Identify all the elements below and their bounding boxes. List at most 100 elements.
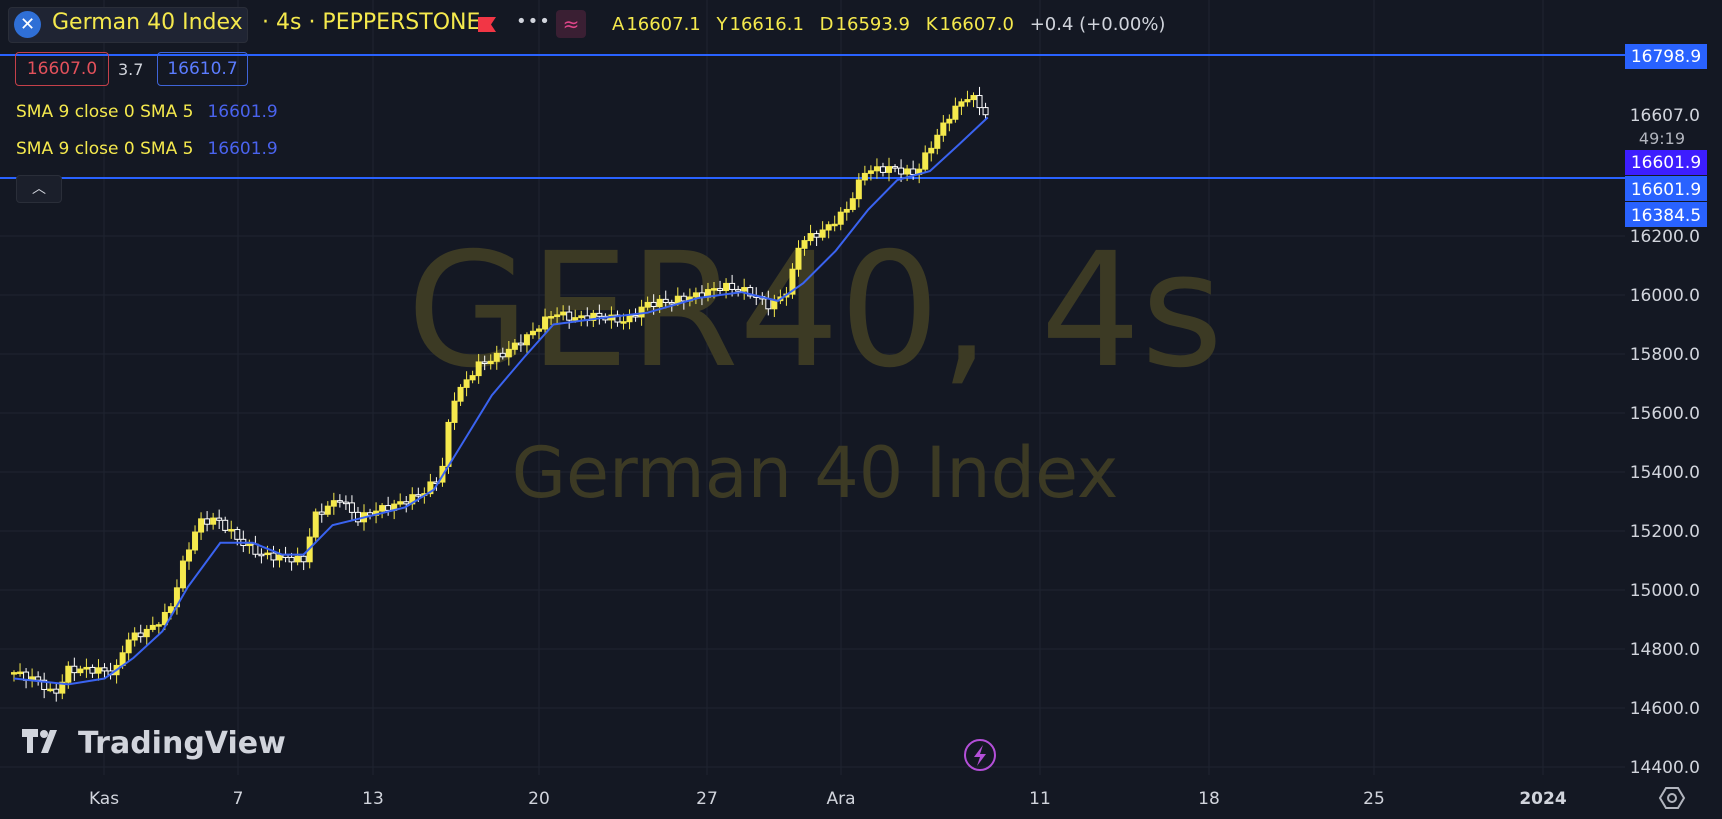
candle-body — [626, 314, 633, 323]
svg-text:16601.9: 16601.9 — [1631, 180, 1701, 200]
candle-body — [445, 421, 452, 467]
y-tick-label: 15600.0 — [1630, 404, 1700, 424]
candle-body — [379, 505, 386, 512]
candle-body — [475, 361, 482, 377]
candle-body — [143, 628, 150, 638]
candle-body — [662, 298, 669, 303]
wave-icon[interactable]: ≈ — [556, 10, 586, 38]
candle-body — [300, 555, 307, 563]
candle-body — [167, 606, 174, 613]
buy-button[interactable]: 16610.7 — [157, 52, 248, 86]
y-tick-label: 14400.0 — [1630, 758, 1700, 778]
candle-body — [904, 168, 911, 175]
candle-body — [186, 549, 193, 562]
candle-body — [837, 211, 844, 225]
time-axis[interactable]: Kas 7 13 20 27 Ara 11 18 25 2024 — [89, 789, 1567, 809]
candle-body — [204, 518, 211, 525]
spread-value: 3.7 — [118, 60, 144, 79]
candle-body — [819, 229, 826, 238]
candle-body — [354, 511, 361, 523]
candle-body — [336, 500, 343, 503]
candle-body — [77, 668, 84, 674]
tradingview-logo-icon — [22, 729, 38, 753]
lightning-icon[interactable] — [964, 739, 996, 771]
candle-body — [101, 667, 108, 672]
candle-body — [813, 233, 820, 238]
candle-body — [898, 167, 905, 175]
candle-body — [590, 312, 597, 321]
candle-body — [17, 671, 24, 675]
candle-body — [536, 328, 543, 332]
candle-body — [982, 107, 989, 116]
candle-body — [216, 517, 223, 521]
ohlc-change: +0.4 (+0.00%) — [1029, 14, 1166, 35]
candle-body — [825, 224, 832, 231]
candle-body — [566, 311, 573, 321]
candle-body — [680, 295, 687, 302]
ohlc-low: 16593.9 — [835, 14, 910, 35]
candle-body — [632, 314, 639, 318]
candle-body — [505, 348, 512, 358]
y-tick-label: 15200.0 — [1630, 522, 1700, 542]
candle-body — [554, 314, 561, 318]
candle-body — [843, 208, 850, 213]
x-tick-label: 27 — [696, 789, 718, 809]
ohlc-key-low: D — [819, 14, 834, 35]
candle-body — [198, 518, 205, 533]
candle-body — [11, 672, 17, 675]
candle-body — [529, 330, 536, 336]
candle-body — [873, 166, 880, 172]
svg-text:TradingView: TradingView — [78, 726, 286, 761]
candle-body — [342, 501, 349, 505]
candle-body — [729, 282, 736, 290]
x-tick-label: Kas — [89, 789, 119, 809]
candle-body — [385, 505, 392, 511]
indicator-legend-2[interactable]: SMA 9 close 0 SMA 5 16601.9 — [16, 139, 278, 159]
candle-body — [548, 316, 555, 319]
candle-body — [867, 170, 874, 174]
symbol-interval-exchange[interactable]: · 4s · PEPPERSTONE — [262, 10, 481, 35]
tradingview-logo[interactable]: TradingView — [22, 726, 286, 761]
candle-body — [264, 552, 271, 556]
candle-body — [397, 501, 404, 505]
more-icon[interactable]: ••• — [516, 11, 551, 32]
candle-body — [511, 342, 518, 350]
candle-body — [964, 99, 971, 103]
x-tick-label: 25 — [1363, 789, 1385, 809]
candle-body — [415, 494, 422, 497]
candle-body — [65, 665, 72, 683]
candle-body — [348, 502, 355, 513]
y-tick-label: 15400.0 — [1630, 463, 1700, 483]
y-tick-label: 15800.0 — [1630, 345, 1700, 365]
indicator-value: 16601.9 — [207, 102, 278, 122]
candle-body — [330, 500, 337, 507]
symbol-pill[interactable] — [8, 7, 248, 43]
indicator-legend-1[interactable]: SMA 9 close 0 SMA 5 16601.9 — [16, 102, 278, 122]
candle-body — [258, 553, 265, 557]
candle-body — [668, 301, 675, 305]
settings-icon[interactable] — [1658, 787, 1686, 809]
price-axis[interactable]: 16200.0 16000.0 15800.0 15600.0 15400.0 15200… — [1630, 227, 1700, 778]
x-tick-label: 13 — [362, 789, 384, 809]
candle-body — [892, 166, 899, 169]
candle-body — [638, 306, 645, 318]
candle-body — [131, 632, 138, 641]
chevron-up-icon[interactable]: ︿ — [16, 175, 62, 203]
candle-body — [463, 379, 470, 388]
flag-icon[interactable] — [478, 17, 496, 32]
candle-body — [192, 531, 199, 551]
candle-body — [741, 287, 748, 292]
close-icon[interactable]: ✕ — [14, 11, 41, 38]
candle-body — [771, 300, 778, 310]
ohlc-key-high: Y — [716, 14, 728, 35]
candle-body — [427, 481, 434, 495]
symbol-title[interactable]: German 40 Index — [52, 10, 243, 35]
candle-body — [886, 166, 893, 173]
sell-button[interactable]: 16607.0 — [15, 52, 109, 86]
candle-body — [723, 282, 730, 291]
candle-body — [711, 288, 718, 291]
candle-body — [59, 681, 66, 694]
candle-body — [517, 342, 524, 346]
x-tick-label: 20 — [528, 789, 550, 809]
